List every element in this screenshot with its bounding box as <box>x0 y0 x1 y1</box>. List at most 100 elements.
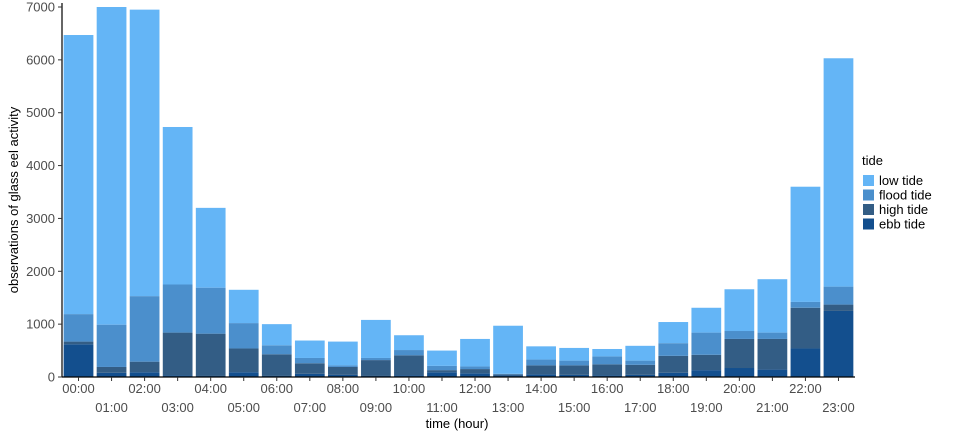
bar-segment-flood-tide-0400 <box>195 287 226 334</box>
bar-segment-low-tide-0800 <box>327 341 358 366</box>
bar-segment-high-tide-2100 <box>757 338 788 370</box>
bar-segment-high-tide-1600 <box>592 364 623 376</box>
bar-segment-flood-tide-1800 <box>658 343 689 356</box>
bar-segment-flood-tide-0100 <box>96 324 127 367</box>
bar-segment-high-tide-0200 <box>129 361 160 373</box>
bar-segment-low-tide-1600 <box>592 348 623 357</box>
bar-segment-low-tide-1300 <box>493 325 523 374</box>
y-tick-label: 0 <box>48 370 55 385</box>
bar-segment-low-tide-1200 <box>460 338 490 367</box>
bar-segment-ebb-tide-1200 <box>460 373 490 377</box>
bar-segment-flood-tide-2100 <box>757 332 788 339</box>
bar-segment-flood-tide-0000 <box>63 314 94 342</box>
bar-segment-ebb-tide-0100 <box>96 372 127 377</box>
bar-segment-flood-tide-2000 <box>724 331 755 339</box>
bar-segment-low-tide-0300 <box>162 126 193 285</box>
bar-segment-low-tide-1500 <box>559 347 590 361</box>
x-tick-label: 23:00 <box>822 400 855 415</box>
bar-segment-flood-tide-0500 <box>228 323 259 349</box>
bar-segment-high-tide-0000 <box>63 341 94 345</box>
x-tick-label: 03:00 <box>161 400 194 415</box>
bar-segment-low-tide-2300 <box>823 58 854 287</box>
bar-segment-high-tide-1100 <box>427 370 457 373</box>
legend-label-flood-tide: flood tide <box>879 188 932 203</box>
bar-segment-ebb-tide-0700 <box>294 373 325 377</box>
x-tick-label: 20:00 <box>723 381 756 396</box>
legend-title: tide <box>862 153 883 168</box>
x-tick-label: 11:00 <box>426 400 458 415</box>
bar-segment-high-tide-0300 <box>162 332 193 376</box>
bar-segment-low-tide-0500 <box>228 289 259 324</box>
y-axis-title: observations of glass eel activity <box>6 106 21 293</box>
bar-segment-low-tide-2200 <box>790 186 821 302</box>
y-tick-label: 6000 <box>26 52 55 67</box>
bar-segment-flood-tide-0300 <box>162 284 193 333</box>
x-tick-label: 04:00 <box>194 381 227 396</box>
bar-segment-low-tide-1800 <box>658 322 689 344</box>
x-tick-label: 19:00 <box>690 400 723 415</box>
bar-segment-ebb-tide-1500 <box>559 374 590 377</box>
axes-group: 0100020003000400050006000700000:0001:000… <box>26 0 855 415</box>
bar-segment-high-tide-1800 <box>658 355 689 373</box>
bar-segment-ebb-tide-2100 <box>757 369 788 377</box>
bar-segment-flood-tide-0600 <box>261 345 292 355</box>
bar-segment-high-tide-0400 <box>195 333 226 376</box>
bar-segment-flood-tide-2300 <box>823 286 854 305</box>
bar-segment-flood-tide-1300 <box>493 373 523 375</box>
bar-segment-high-tide-0500 <box>228 348 259 373</box>
bar-segment-high-tide-2300 <box>823 304 854 311</box>
bar-segment-flood-tide-1000 <box>394 350 424 356</box>
bar-segment-ebb-tide-1000 <box>394 375 424 377</box>
bar-segment-ebb-tide-1100 <box>427 372 457 377</box>
legend-label-high-tide: high tide <box>879 202 928 217</box>
bar-segment-flood-tide-1700 <box>625 360 656 365</box>
y-tick-label: 7000 <box>26 0 55 15</box>
y-tick-label: 3000 <box>26 211 55 226</box>
bar-segment-low-tide-1400 <box>526 346 556 360</box>
x-tick-label: 14:00 <box>525 381 558 396</box>
y-tick-label: 1000 <box>26 317 55 332</box>
x-tick-label: 17:00 <box>624 400 657 415</box>
bar-segment-high-tide-2200 <box>790 307 821 349</box>
x-tick-label: 12:00 <box>459 381 492 396</box>
x-tick-label: 06:00 <box>260 381 293 396</box>
bar-segment-ebb-tide-1300 <box>493 375 523 377</box>
bar-segment-high-tide-0900 <box>361 360 391 376</box>
bar-segment-flood-tide-0200 <box>129 296 160 362</box>
bar-segment-low-tide-0600 <box>261 324 292 346</box>
bar-segment-high-tide-1500 <box>559 365 590 375</box>
bar-segment-ebb-tide-1900 <box>691 370 722 377</box>
bar-segment-ebb-tide-0300 <box>162 375 193 377</box>
bar-segment-ebb-tide-1700 <box>625 374 656 377</box>
x-tick-label: 09:00 <box>360 400 393 415</box>
legend-label-low-tide: low tide <box>879 173 923 188</box>
bar-segment-flood-tide-0800 <box>327 365 358 367</box>
bar-segment-low-tide-1100 <box>427 350 457 366</box>
bar-segment-flood-tide-0700 <box>294 357 325 364</box>
bar-segment-low-tide-0900 <box>361 319 391 358</box>
bar-segment-flood-tide-1200 <box>460 366 490 370</box>
bar-segment-high-tide-1000 <box>394 355 424 376</box>
bar-segment-ebb-tide-1800 <box>658 372 689 377</box>
bar-segment-low-tide-1000 <box>394 335 424 351</box>
x-tick-label: 00:00 <box>62 381 95 396</box>
bar-segment-low-tide-0200 <box>129 9 160 297</box>
x-tick-label: 18:00 <box>657 381 690 396</box>
bar-segment-ebb-tide-0800 <box>327 374 358 377</box>
x-tick-label: 16:00 <box>591 381 624 396</box>
bar-segment-ebb-tide-1400 <box>526 374 556 377</box>
bar-segment-high-tide-1300 <box>493 374 523 376</box>
y-tick-label: 4000 <box>26 158 55 173</box>
bar-segment-flood-tide-1600 <box>592 356 623 365</box>
bars-group <box>63 7 854 377</box>
bar-segment-low-tide-2100 <box>757 279 788 333</box>
x-tick-label: 10:00 <box>393 381 426 396</box>
x-tick-label: 15:00 <box>558 400 591 415</box>
bar-segment-flood-tide-1500 <box>559 360 590 366</box>
x-tick-label: 13:00 <box>492 400 525 415</box>
bar-segment-low-tide-0100 <box>96 7 127 325</box>
bar-segment-low-tide-0700 <box>294 340 325 358</box>
bar-segment-low-tide-0400 <box>195 207 226 288</box>
